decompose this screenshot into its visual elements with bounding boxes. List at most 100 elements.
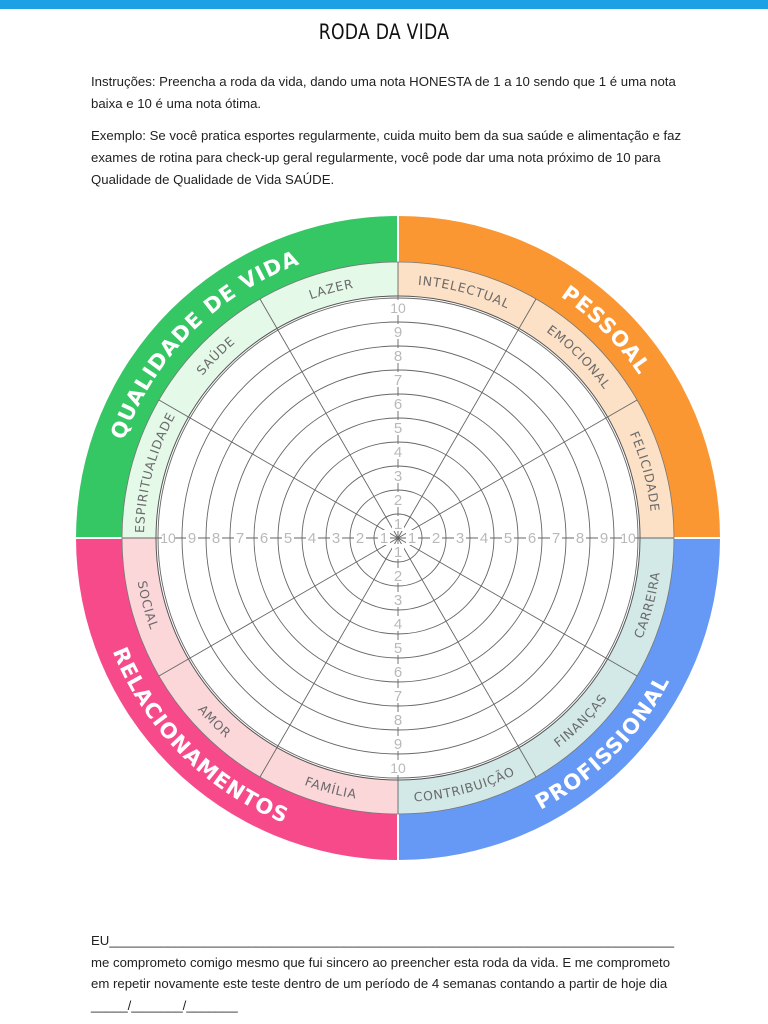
scale-number: 6 <box>394 396 402 413</box>
scale-bg <box>392 544 404 559</box>
scale-bg <box>392 516 404 531</box>
scale-bg <box>406 530 418 545</box>
radial-line <box>259 537 399 778</box>
scale-number: 10 <box>390 760 406 776</box>
scale-number: 3 <box>394 468 402 485</box>
scale-number: 8 <box>394 348 402 365</box>
radial-line <box>397 399 638 539</box>
quadrant-band <box>76 538 398 860</box>
segment-band <box>607 538 674 676</box>
scale-number: 6 <box>394 664 402 681</box>
page-title: RODA DA VIDA <box>318 20 450 44</box>
scale-number: 4 <box>394 616 402 633</box>
scale-bg <box>550 530 562 545</box>
scale-bg <box>162 530 174 545</box>
radial-line <box>397 298 537 539</box>
quadrant-band <box>76 216 398 538</box>
scale-number: 8 <box>212 530 220 547</box>
scale-number: 5 <box>394 640 402 657</box>
scale-number: 9 <box>394 736 402 753</box>
segment-band <box>158 298 277 417</box>
segment-bands <box>122 262 674 815</box>
scale-number: 3 <box>332 530 340 547</box>
scale-bg <box>526 530 538 545</box>
scale-bg <box>392 640 404 655</box>
scale-bg <box>392 396 404 411</box>
scale-bg <box>392 616 404 631</box>
scale-bg <box>392 468 404 483</box>
scale-bg <box>598 530 610 545</box>
scale-bg <box>392 444 404 459</box>
quadrant-band <box>398 216 720 538</box>
scale-number: 1 <box>394 544 402 561</box>
example-text: Exemplo: Se você pratica esportes regula… <box>91 128 682 187</box>
scale-number: 4 <box>308 530 316 547</box>
scale-bg <box>330 530 342 545</box>
quadrant-bands <box>76 216 720 860</box>
scale-number: 1 <box>394 516 402 533</box>
scale-bg <box>392 300 404 315</box>
scale-number: 4 <box>480 530 488 547</box>
scale-number: 10 <box>160 530 176 546</box>
scale-number: 2 <box>394 492 402 509</box>
scale-bg <box>306 530 318 545</box>
scale-bg <box>392 568 404 583</box>
scale-bg <box>354 530 366 545</box>
scale-number: 10 <box>390 300 406 316</box>
scale-number: 2 <box>356 530 364 547</box>
scale-number: 7 <box>394 372 402 389</box>
radial-line <box>158 399 399 539</box>
scale-bg <box>502 530 514 545</box>
scale-bg <box>392 592 404 607</box>
scale-number: 7 <box>394 688 402 705</box>
scale-number: 6 <box>528 530 536 547</box>
segment-band <box>260 262 398 329</box>
scale-number: 9 <box>600 530 608 547</box>
segment-band <box>158 659 277 778</box>
instructions-text: Instruções: Preencha a roda da vida, dan… <box>91 74 676 111</box>
scale-number: 5 <box>394 420 402 437</box>
scale-bg <box>210 530 222 545</box>
scale-number: 8 <box>394 712 402 729</box>
scale-number: 8 <box>576 530 584 547</box>
scale-number: 5 <box>284 530 292 547</box>
scale-number: 5 <box>504 530 512 547</box>
scale-bg <box>378 530 390 545</box>
quadrant-band <box>398 538 720 860</box>
scale-bg <box>186 530 198 545</box>
commitment-text[interactable]: EU______________________________________… <box>91 933 675 1013</box>
scale-bg <box>622 530 634 545</box>
scale-bg <box>430 530 442 545</box>
scale-bg <box>574 530 586 545</box>
scale-bg <box>392 712 404 727</box>
scale-bg <box>392 492 404 507</box>
radial-line <box>259 298 399 539</box>
scale-bg <box>258 530 270 545</box>
segment-band <box>519 298 638 417</box>
scale-bg <box>454 530 466 545</box>
scale-number: 4 <box>394 444 402 461</box>
scale-bg <box>392 348 404 363</box>
scale-bg <box>392 420 404 435</box>
segment-band <box>260 747 398 814</box>
segment-band <box>122 538 189 676</box>
scale-bg <box>234 530 246 545</box>
scale-bg <box>392 760 404 775</box>
scale-bg <box>282 530 294 545</box>
segment-band <box>519 659 638 778</box>
segment-band <box>607 400 674 538</box>
scale-bg <box>392 372 404 387</box>
scale-bg <box>392 736 404 751</box>
radial-line <box>158 537 399 677</box>
scale-number: 3 <box>456 530 464 547</box>
scale-number: 3 <box>394 592 402 609</box>
scale-number: 6 <box>260 530 268 547</box>
scale-bg <box>392 324 404 339</box>
scale-number: 10 <box>620 530 636 546</box>
scale-number: 2 <box>394 568 402 585</box>
scale-number: 7 <box>552 530 560 547</box>
scale-number: 1 <box>380 530 388 547</box>
scale-number: 1 <box>408 530 416 547</box>
